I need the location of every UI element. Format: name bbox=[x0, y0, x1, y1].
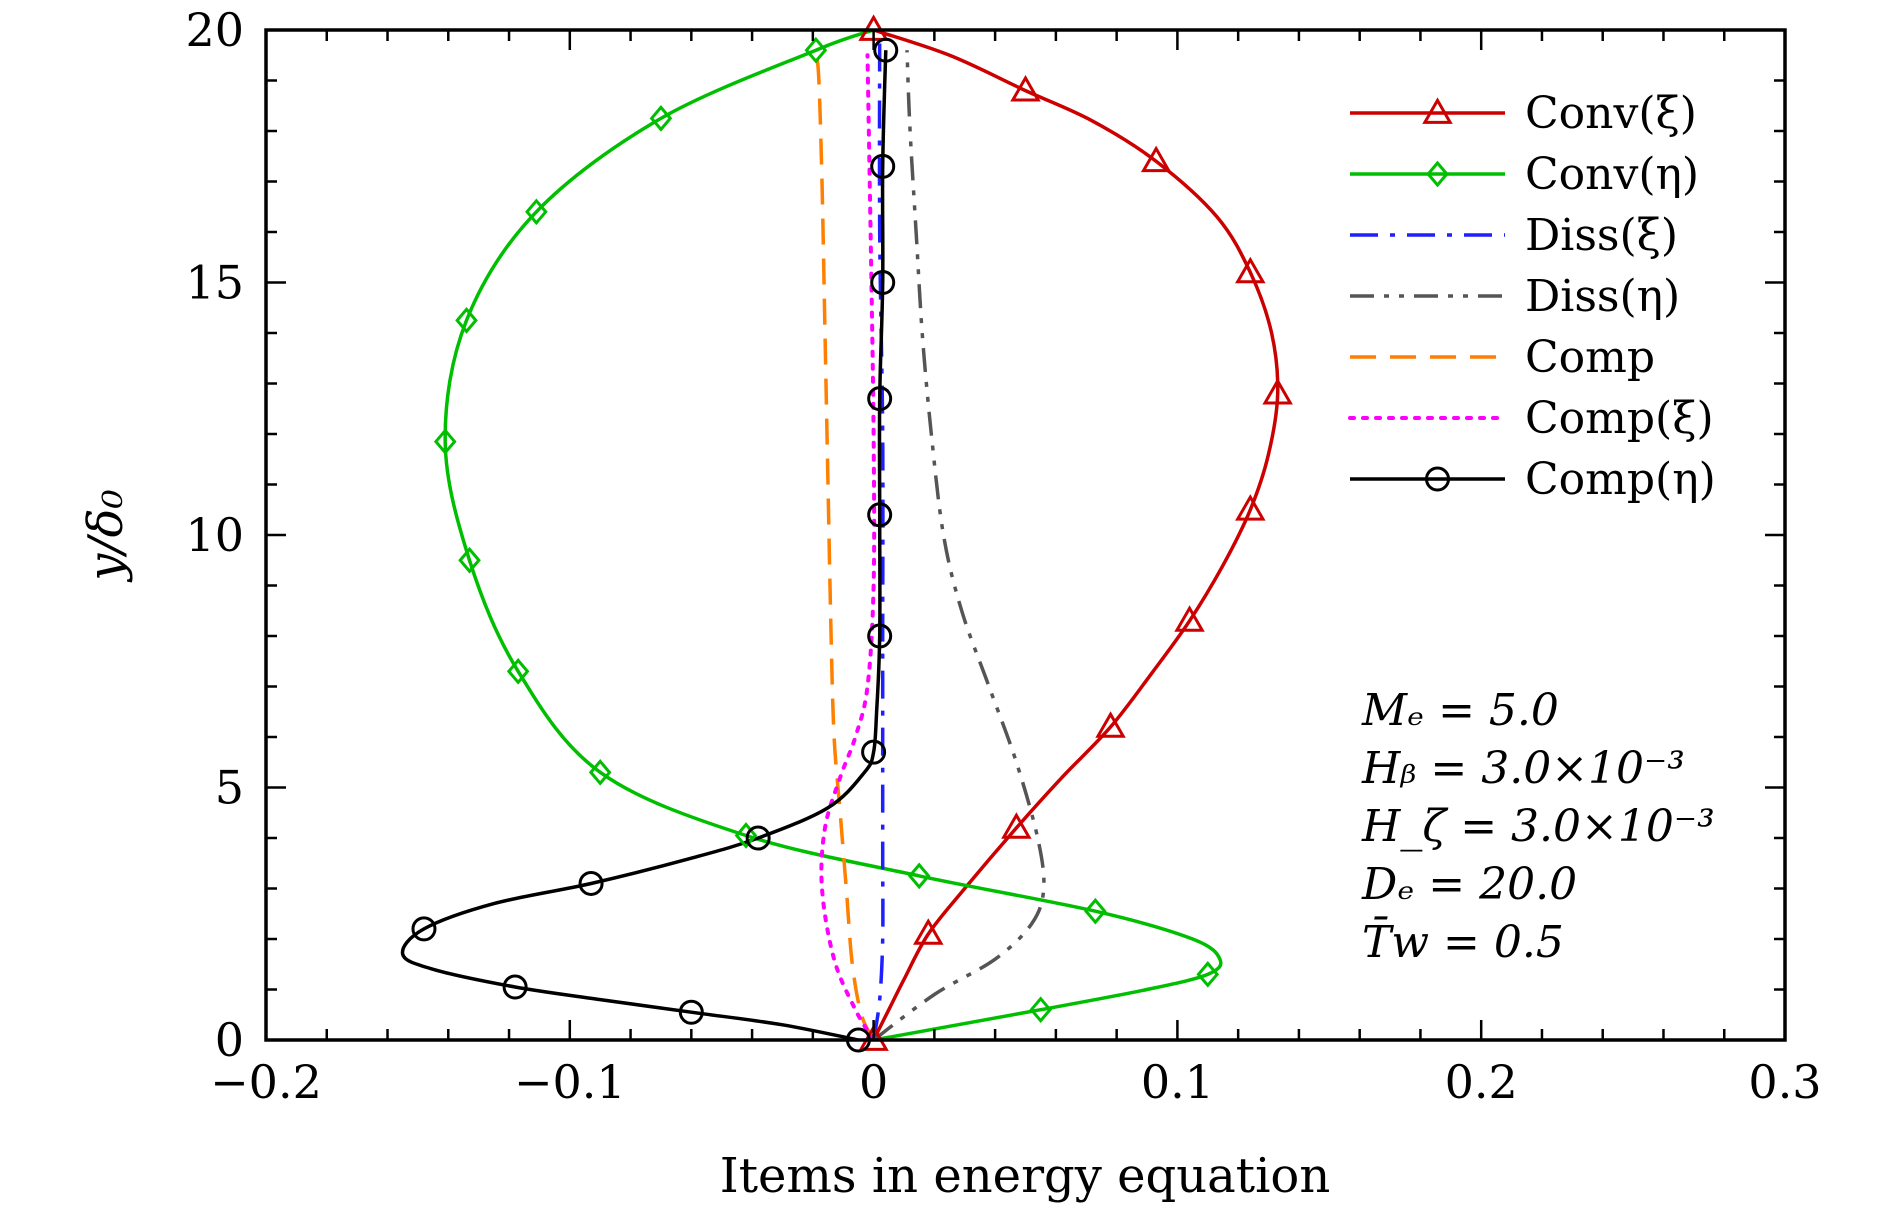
series-6-marker-9 bbox=[867, 386, 893, 412]
y-axis-title: y/δ₀ bbox=[78, 489, 134, 582]
series-6-marker-11 bbox=[870, 153, 896, 179]
x-axis-title: Items in energy equation bbox=[720, 1148, 1330, 1204]
series-layer bbox=[400, 30, 1280, 1040]
series-6-marker-12 bbox=[873, 37, 899, 63]
series-1-marker-7 bbox=[458, 546, 481, 574]
series-6-marker-7 bbox=[867, 623, 893, 649]
series-1-marker-12 bbox=[804, 36, 828, 64]
series-6-marker-5 bbox=[745, 825, 771, 851]
series-1-marker-1 bbox=[1196, 961, 1220, 988]
series-1-marker-5 bbox=[588, 759, 612, 786]
legend-label-6: Comp(η) bbox=[1525, 454, 1716, 505]
series-0-marker-1 bbox=[913, 918, 944, 945]
series-line-3 bbox=[872, 50, 1046, 1040]
series-1-marker-0 bbox=[1029, 996, 1053, 1024]
x-tick-label: 0.3 bbox=[1748, 1055, 1821, 1109]
series-line-2 bbox=[871, 30, 885, 1040]
series-6-marker-10 bbox=[870, 270, 896, 295]
series-1-marker-8 bbox=[433, 428, 457, 455]
series-line-6 bbox=[400, 50, 888, 1040]
series-line-0 bbox=[872, 30, 1280, 1040]
legend: Conv(ξ) Conv(η) Diss(ξ) Diss(η) Comp Comp(ξ) C… bbox=[1348, 88, 1716, 505]
legend-label-3: Diss(η) bbox=[1525, 271, 1680, 322]
series-0-marker-5 bbox=[1235, 494, 1266, 521]
series-0-marker-9 bbox=[1010, 74, 1041, 102]
y-tick-label: 10 bbox=[185, 508, 244, 562]
series-1-marker-2 bbox=[1084, 897, 1107, 925]
y-tick-label: 15 bbox=[185, 256, 244, 310]
series-6-marker-6 bbox=[861, 739, 887, 765]
legend-label-1: Conv(η) bbox=[1525, 149, 1699, 200]
x-tick-label: −0.2 bbox=[210, 1055, 322, 1109]
ticks-layer bbox=[264, 28, 1787, 1042]
legend-label-2: Diss(ξ) bbox=[1525, 210, 1678, 261]
x-tick-label: 0.1 bbox=[1141, 1055, 1214, 1109]
annotation-d-e: Dₑ = 20.0 bbox=[1361, 859, 1577, 910]
annotation-mach: Mₑ = 5.0 bbox=[1361, 685, 1559, 736]
series-1-marker-9 bbox=[455, 307, 478, 334]
series-1-marker-4 bbox=[734, 822, 758, 849]
series-0-marker-3 bbox=[1095, 711, 1126, 738]
annotation-h-beta: Hᵦ = 3.0×10⁻³ bbox=[1361, 743, 1685, 794]
legend-label-0: Conv(ξ) bbox=[1525, 88, 1697, 139]
series-1-marker-10 bbox=[525, 198, 548, 226]
series-1-marker-11 bbox=[649, 105, 673, 132]
series-0-marker-6 bbox=[1262, 377, 1293, 405]
series-0-marker-8 bbox=[1140, 145, 1172, 173]
legend-marker-6 bbox=[1425, 466, 1450, 492]
series-1-marker-3 bbox=[907, 862, 931, 890]
annotation-h-zeta: H_ζ = 3.0×10⁻³ bbox=[1361, 801, 1715, 852]
x-tick-label: 0.2 bbox=[1445, 1055, 1518, 1109]
x-tick-label: −0.1 bbox=[514, 1055, 626, 1109]
series-6-marker-3 bbox=[411, 916, 437, 942]
series-line-4 bbox=[814, 49, 876, 1040]
series-0-marker-2 bbox=[1001, 812, 1032, 839]
legend-label-5: Comp(ξ) bbox=[1525, 393, 1714, 444]
x-tick-label: 0 bbox=[859, 1055, 888, 1109]
series-line-5 bbox=[819, 53, 877, 1040]
marker-layer bbox=[411, 14, 1293, 1053]
legend-label-4: Comp bbox=[1525, 332, 1655, 383]
series-0-marker-4 bbox=[1174, 605, 1205, 632]
series-1-marker-6 bbox=[506, 658, 530, 685]
series-6-marker-2 bbox=[502, 974, 528, 1000]
series-line-1 bbox=[443, 30, 1223, 1040]
tick-labels-layer: −0.2 −0.1 0 0.1 0.2 0.3 0 5 10 15 20 bbox=[185, 3, 1821, 1109]
y-tick-label: 20 bbox=[185, 3, 244, 57]
series-6-marker-1 bbox=[678, 999, 704, 1025]
y-tick-label: 0 bbox=[215, 1013, 244, 1067]
y-tick-label: 5 bbox=[215, 761, 244, 815]
legend-marker-0 bbox=[1422, 97, 1453, 124]
series-6-marker-4 bbox=[578, 870, 604, 896]
series-0-marker-7 bbox=[1235, 256, 1266, 284]
legend-marker-1 bbox=[1426, 160, 1449, 188]
series-6-marker-8 bbox=[867, 502, 893, 528]
annotation-t-w: T̄w = 0.5 bbox=[1362, 915, 1564, 968]
parameter-box: Mₑ = 5.0 Hᵦ = 3.0×10⁻³ H_ζ = 3.0×10⁻³ Dₑ… bbox=[1361, 685, 1715, 968]
